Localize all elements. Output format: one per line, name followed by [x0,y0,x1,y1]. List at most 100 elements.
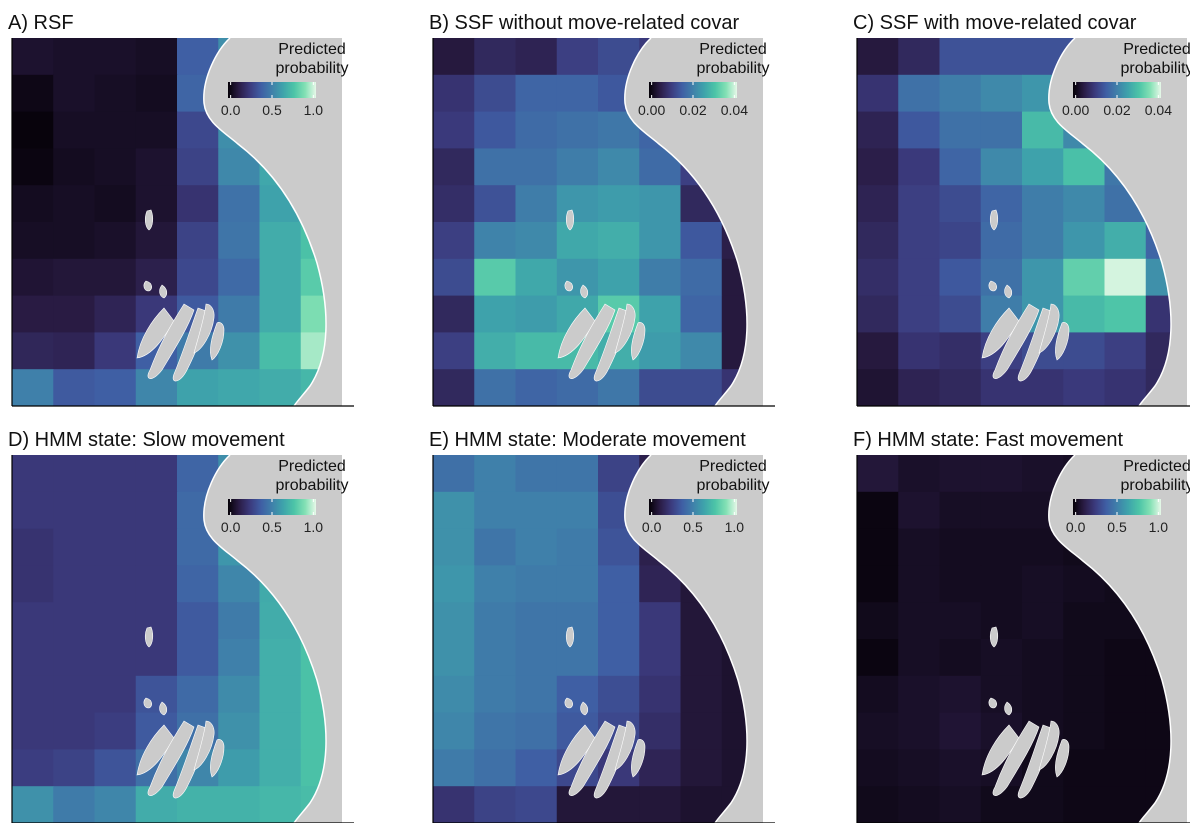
heatmap-cell [639,602,682,640]
heatmap-cell [1022,258,1064,297]
heatmap-cell [556,185,599,223]
panel-title: F) HMM state: Fast movement [853,429,1123,451]
heatmap-cell [12,38,54,76]
heatmap-cell [898,528,941,566]
colorbar [649,499,737,515]
island-shape [147,303,195,379]
heatmap-cell [939,222,982,260]
heatmap-cell [898,258,941,297]
colorbar-legend: Predicted probability 0.00 0.02 0.04 [1062,41,1190,118]
heatmap-cell [556,258,599,297]
heatmap-cell [939,295,982,333]
heatmap-cell [857,185,899,223]
heatmap-cell [1104,222,1147,260]
heatmap-cell [53,675,96,714]
heatmap-cell [515,295,558,333]
colorbar-legend: Predicted probability 0.0 0.5 1.0 [1066,458,1190,535]
heatmap-cell [857,74,899,113]
heatmap-cell [474,74,517,113]
heatmap-cell [680,258,723,297]
heatmap-cell [939,455,982,493]
heatmap-cell [218,369,261,406]
heatmap-cell [980,675,1023,714]
heatmap-cell [857,369,899,406]
heatmap-cell [898,675,941,714]
colorbar-tick-label: 0.5 [1107,519,1127,535]
heatmap-cell [515,38,558,76]
island-shape [564,280,573,292]
heatmap-cell [515,332,558,370]
heatmap-cell [939,74,982,113]
colorbar-tick-label: 1.0 [1149,519,1169,535]
island-shape [988,280,997,292]
heatmap-cell [433,639,475,677]
heatmap-cell [1063,675,1106,714]
heatmap-cell [1104,258,1147,297]
coastline [203,38,327,406]
heatmap-cell [218,332,261,370]
heatmap-cell [135,222,178,260]
legend-title: probability [276,60,349,77]
heatmap-cell [53,602,96,640]
land-mask [624,38,763,406]
heatmap-cell [12,528,54,566]
heatmap-cell [474,749,517,787]
colorbar-tick-label: 1.0 [304,102,324,118]
heatmap-cell [598,258,640,297]
heatmap-cell [135,639,178,677]
heatmap-cell [12,565,54,603]
heatmap-cell [515,712,558,750]
heatmap-cell [639,749,682,787]
heatmap-cell [53,74,96,113]
island-shape [565,209,575,231]
heatmap-cell [980,38,1023,76]
heatmap-cell [857,38,899,76]
heatmap-cell [939,565,982,603]
heatmap-cell [556,602,599,640]
island-shape [992,720,1040,796]
heatmap-cell [135,185,178,223]
colorbar-tick-label: 0.5 [262,519,282,535]
heatmap-cell [898,749,941,787]
heatmap-cell [53,712,96,750]
island-shape [565,626,575,648]
heatmap-cell [94,74,137,113]
heatmap-cell [433,222,475,260]
heatmap-cell [857,222,899,260]
heatmap-cell [259,295,302,333]
heatmap-cell [94,111,137,149]
heatmap-cell [53,528,96,566]
heatmap-cell [474,295,517,333]
legend-title: probability [697,60,770,77]
heatmap-cell [1063,749,1106,787]
heatmap-cell [474,222,517,260]
colorbar [228,499,316,515]
heatmap-cell [857,455,899,493]
heatmap-cell [639,639,682,677]
heatmap-cell [515,258,558,297]
panel-title: D) HMM state: Slow movement [8,429,285,451]
map-panel-4: D) HMM state: Slow movement Predicted prob… [8,429,354,823]
heatmap-cell [474,369,517,406]
heatmap-cell [980,111,1023,149]
heatmap-cell [53,786,96,823]
heatmap-cell [857,111,899,149]
legend-title: Predicted [1123,41,1190,58]
heatmap-cell [556,222,599,260]
heatmap-cell [1063,786,1106,823]
heatmap-cell [259,222,302,260]
heatmap-cell [680,639,723,677]
heatmap-cell [515,185,558,223]
heatmap-cell [218,712,261,750]
legend-title: Predicted [278,41,346,58]
heatmap-cell [53,639,96,677]
heatmap-cell [53,148,96,186]
map-panel-3: C) SSF with move-related covar Predicted p… [853,12,1190,407]
heatmap-cell [177,148,219,186]
heatmap-cell [94,675,137,714]
heatmap-cell [12,148,54,186]
heatmap-cell [1022,602,1064,640]
heatmap-cell [474,38,517,76]
land-mask [624,455,763,823]
